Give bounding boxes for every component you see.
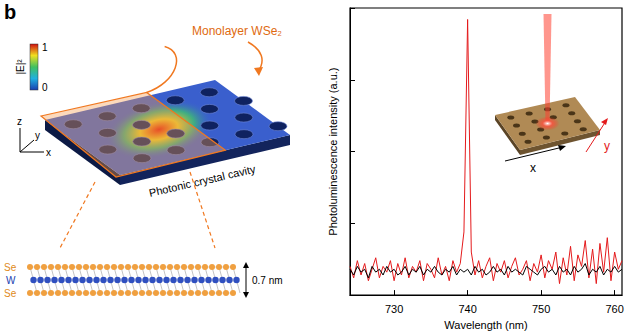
- svg-text:Photoluminescence intensity (a: Photoluminescence intensity (a.u.): [327, 67, 339, 235]
- svg-text:W: W: [6, 275, 16, 286]
- svg-text:0: 0: [42, 82, 48, 93]
- svg-text:x: x: [46, 147, 51, 158]
- svg-text:760: 760: [605, 303, 623, 315]
- svg-text:y: y: [35, 130, 40, 141]
- svg-text:b: b: [4, 1, 16, 23]
- svg-text:Wavelength (nm): Wavelength (nm): [444, 319, 527, 331]
- svg-text:740: 740: [458, 303, 476, 315]
- svg-text:Se: Se: [4, 262, 17, 273]
- svg-text:730: 730: [385, 303, 403, 315]
- svg-text:z: z: [17, 116, 22, 127]
- svg-text:Photonic crystal cavity: Photonic crystal cavity: [148, 163, 257, 199]
- svg-text:1: 1: [42, 42, 48, 53]
- svg-text:y: y: [604, 139, 610, 153]
- svg-text:Se: Se: [4, 288, 17, 299]
- svg-text:0.7 nm: 0.7 nm: [252, 275, 283, 286]
- svg-text:x: x: [530, 161, 536, 175]
- svg-text:750: 750: [532, 303, 550, 315]
- svg-text:Monolayer WSe₂: Monolayer WSe₂: [192, 24, 282, 38]
- svg-text:|E|²: |E|²: [15, 59, 26, 75]
